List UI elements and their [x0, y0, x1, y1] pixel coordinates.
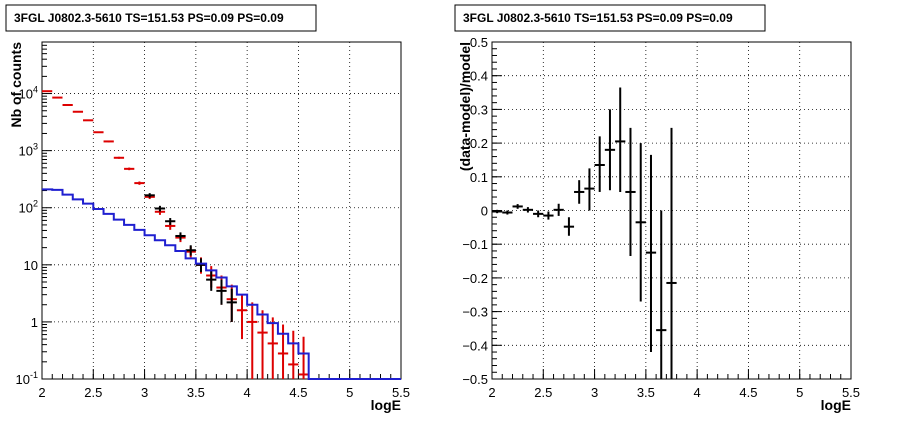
model-histogram: [42, 188, 401, 380]
left-title: 3FGL J0802.3-5610 TS=151.53 PS=0.09 PS=0…: [14, 11, 284, 25]
x-tick-label: 2.5: [84, 385, 102, 400]
left-data: [42, 90, 401, 380]
right-data: [492, 87, 677, 379]
y-tick-label: 10-1: [16, 370, 38, 387]
y-tick-label: 103: [19, 142, 38, 159]
y-tick-label: −0.4: [462, 338, 488, 353]
y-tick-label: 0: [481, 204, 488, 219]
y-tick-label: −0.1: [462, 237, 488, 252]
x-tick-label: 3.5: [187, 385, 205, 400]
x-tick-label: 4.5: [289, 385, 307, 400]
y-tick-label: 0.2: [470, 136, 488, 151]
right-y-tick-labels: −0.5 −0.4 −0.3 −0.2 −0.1 0 0.1 0.2 0.3 0.4 0.5: [462, 35, 488, 387]
left-x-axis-title: logE: [371, 397, 401, 413]
y-tick-label: 10: [24, 258, 38, 273]
left-x-tick-labels: 2 2.5 3 3.5 4 4.5 5 5.5: [38, 385, 410, 400]
left-panel: 3FGL J0802.3-5610 TS=151.53 PS=0.09 PS=0…: [5, 4, 410, 413]
y-tick-label: 0.5: [470, 35, 488, 50]
y-tick-label: −0.5: [462, 372, 488, 387]
x-tick-label: 2: [38, 385, 45, 400]
right-y-axis-title: (data-model)/model: [457, 42, 473, 171]
x-tick-label: 5.5: [842, 385, 860, 400]
right-ticks: [491, 41, 852, 380]
x-tick-label: 2.5: [534, 385, 552, 400]
left-title-box: [5, 4, 317, 32]
y-tick-label: 0.4: [470, 69, 488, 84]
x-tick-label: 5: [796, 385, 803, 400]
y-tick-label: 0.3: [470, 102, 488, 117]
y-tick-label: 0.1: [470, 170, 488, 185]
y-tick-label: 102: [19, 199, 38, 216]
right-panel: 3FGL J0802.3-5610 TS=151.53 PS=0.09 PS=0…: [454, 4, 860, 413]
x-tick-label: 5.5: [392, 385, 410, 400]
left-ticks: [41, 44, 402, 380]
x-tick-label: 4.5: [739, 385, 757, 400]
y-tick-label: −0.2: [462, 271, 488, 286]
left-y-axis-title: Nb of counts: [8, 42, 24, 128]
x-tick-label: 2: [488, 385, 495, 400]
x-tick-label: 3.5: [637, 385, 655, 400]
right-x-tick-labels: 2 2.5 3 3.5 4 4.5 5 5.5: [488, 385, 860, 400]
x-tick-label: 3: [591, 385, 598, 400]
left-plot-frame: [41, 41, 402, 380]
right-grid: [492, 42, 851, 379]
x-tick-label: 4: [244, 385, 251, 400]
y-tick-label: 1: [31, 315, 38, 330]
right-x-axis-title: logE: [821, 397, 851, 413]
left-grid: [42, 42, 401, 379]
right-title-box: [454, 4, 766, 32]
x-tick-label: 3: [141, 385, 148, 400]
x-tick-label: 5: [346, 385, 353, 400]
right-title: 3FGL J0802.3-5610 TS=151.53 PS=0.09 PS=0…: [463, 11, 733, 25]
y-tick-label: −0.3: [462, 305, 488, 320]
x-tick-label: 4: [694, 385, 701, 400]
